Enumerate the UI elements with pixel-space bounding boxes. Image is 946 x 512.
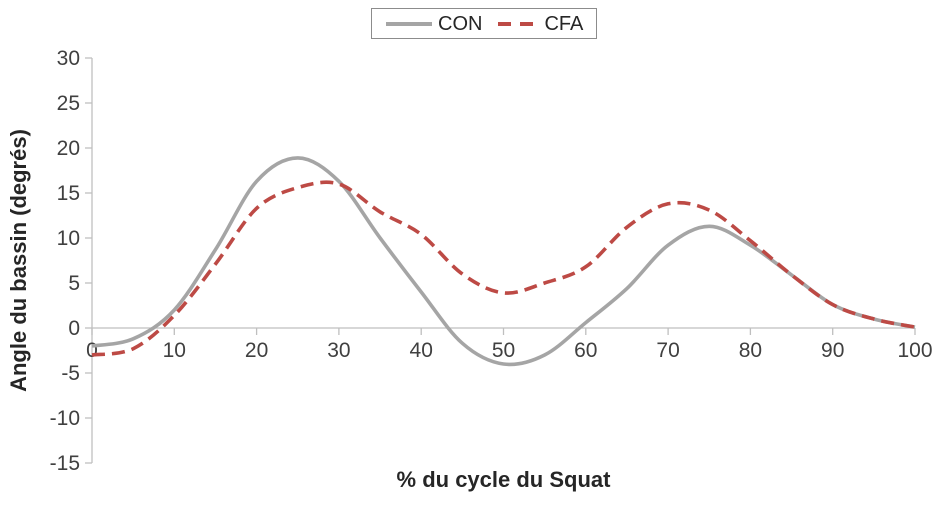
x-tick-label: 10 — [163, 339, 186, 362]
y-axis-title: Angle du bassin (degrés) — [6, 129, 31, 392]
series-line-con — [91, 156, 916, 367]
y-tick-label: 25 — [57, 92, 80, 115]
x-tick-label: 60 — [574, 339, 597, 362]
x-tick-label: 70 — [656, 339, 679, 362]
y-tick-label: 30 — [57, 47, 80, 70]
x-tick-label: 90 — [821, 339, 844, 362]
legend-label-cfa: CFA — [544, 12, 584, 35]
y-axis: 30 25 20 15 10 5 0 -5 -10 -15 — [50, 47, 93, 475]
x-tick-label: 100 — [897, 339, 932, 362]
chart-legend: CON CFA — [371, 8, 598, 39]
x-tick-label: 30 — [327, 339, 350, 362]
y-tick-label: 5 — [68, 272, 80, 295]
legend-item-con[interactable]: CON — [385, 14, 482, 34]
cfa-dashed-line-swatch — [498, 21, 539, 26]
x-tick-label: 0 — [86, 339, 98, 362]
legend-label-con: CON — [438, 12, 483, 35]
x-axis: 0 10 20 30 40 50 60 70 80 90 100 — [86, 327, 933, 362]
y-tick-label: 15 — [57, 182, 80, 205]
con-solid-line-swatch — [386, 21, 432, 26]
y-tick-label: -5 — [61, 362, 80, 385]
x-axis-title: % du cycle du Squat — [397, 467, 612, 492]
x-tick-label: 50 — [492, 339, 515, 362]
x-tick-label: 40 — [410, 339, 433, 362]
y-tick-label: 0 — [68, 317, 80, 340]
x-tick-label: 80 — [739, 339, 762, 362]
y-tick-label: -10 — [50, 407, 80, 430]
y-tick-label: 20 — [57, 137, 80, 160]
y-tick-label: -15 — [50, 452, 80, 475]
x-tick-label: 20 — [245, 339, 268, 362]
legend-item-cfa[interactable]: CFA — [497, 14, 583, 34]
y-tick-label: 10 — [57, 227, 80, 250]
